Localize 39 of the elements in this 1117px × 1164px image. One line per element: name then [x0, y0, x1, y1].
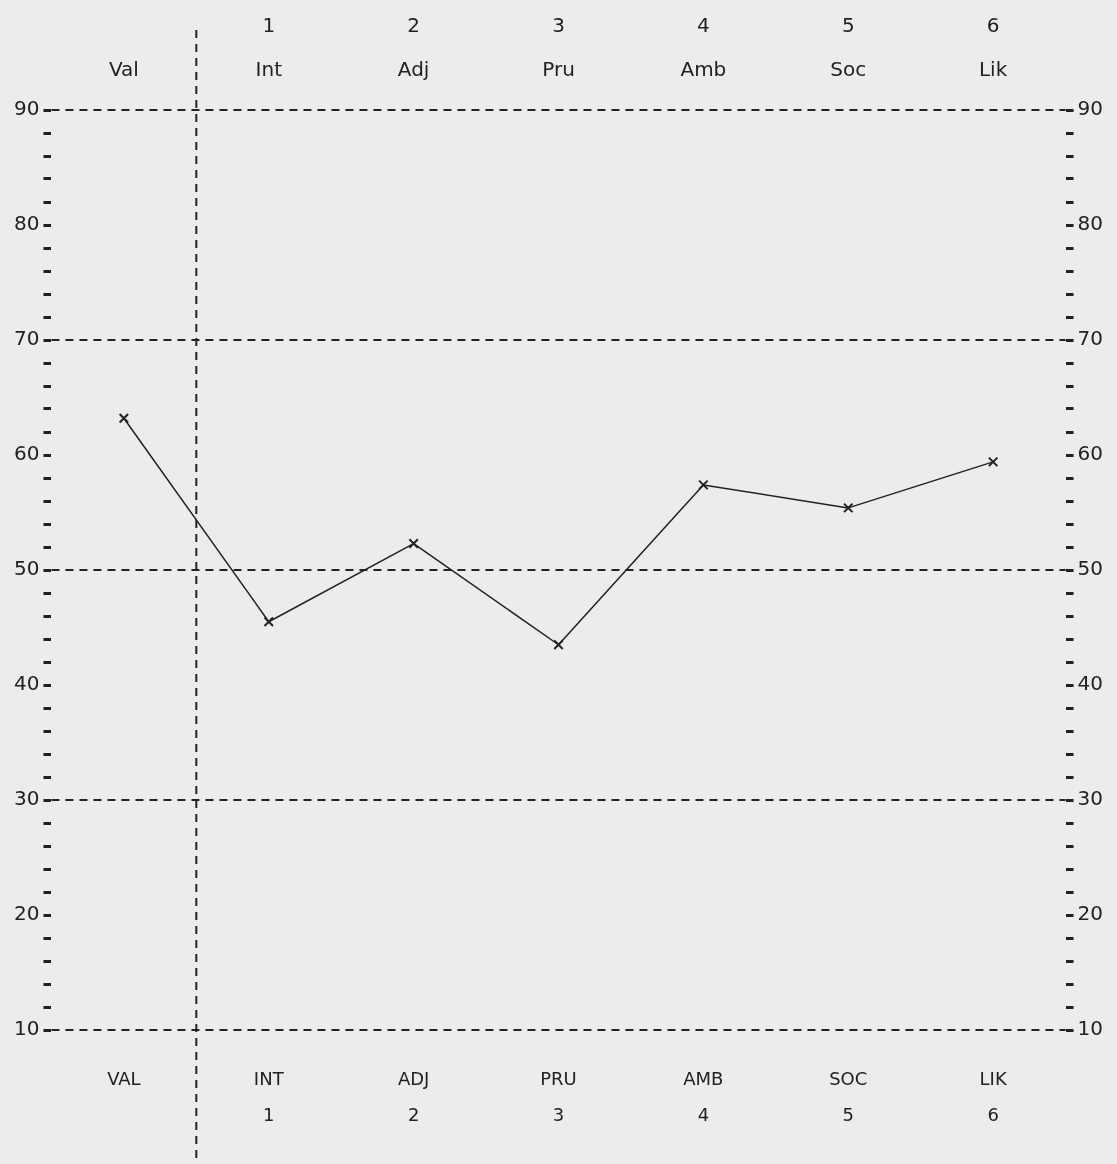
y-tick-label: 80	[14, 211, 40, 236]
text: 4 Amb	[680, 13, 727, 81]
y2-tick-label: 90	[1077, 96, 1103, 121]
x-tick-label: ADJ 2	[397, 1067, 430, 1125]
text: 1 Int	[255, 13, 283, 81]
y2-tick-label: 50	[1077, 556, 1103, 581]
y2-tick-label: 20	[1077, 901, 1103, 926]
x-tick-label: VAL	[107, 1067, 141, 1089]
x-tick-label: LIK 6	[979, 1067, 1008, 1125]
point	[553, 639, 564, 650]
x-tick-label: SOC 5	[829, 1067, 868, 1125]
y-tick-label: 30	[14, 786, 40, 811]
x-tick-label: PRU 3	[540, 1067, 577, 1125]
y2-tick-label: 70	[1077, 326, 1103, 351]
y2-tick-label: 10	[1077, 1016, 1103, 1041]
point	[698, 479, 709, 491]
point	[408, 538, 419, 549]
point	[118, 412, 130, 424]
y2-tick-label: 80	[1077, 211, 1103, 236]
y-tick-label: 20	[14, 901, 40, 926]
text: 5 Soc	[830, 13, 867, 81]
y-tick-label: 50	[14, 556, 40, 581]
text: 2 Adj	[397, 13, 430, 81]
x-tick-label: AMB 4	[683, 1067, 724, 1125]
y-tick-label: 40	[14, 671, 40, 696]
y2-tick-label: 30	[1077, 786, 1103, 811]
y-tick-label: 60	[14, 441, 40, 466]
y-tick-label: 70	[14, 326, 40, 351]
y-tick-label: 10	[14, 1016, 40, 1041]
y-tick-label: 90	[14, 96, 40, 121]
point	[987, 456, 999, 468]
y2-tick-label: 40	[1077, 671, 1103, 696]
point	[843, 502, 854, 514]
y2-tick-label: 60	[1077, 441, 1103, 466]
point	[263, 616, 274, 627]
text: 3 Pru	[542, 13, 575, 81]
text: 6 Lik	[978, 13, 1008, 81]
x-tick-label: INT 1	[253, 1067, 285, 1125]
text: Val	[108, 57, 139, 81]
